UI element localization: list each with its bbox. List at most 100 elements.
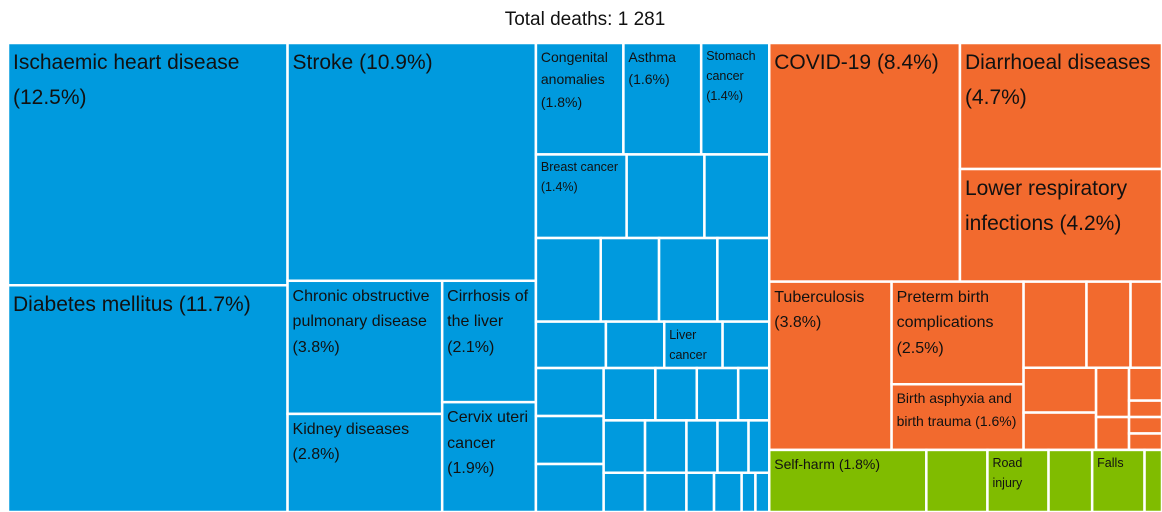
treemap-cell (1022, 280, 1088, 369)
category-label: Preterm birth complications (896, 288, 994, 332)
treemap-cell (534, 366, 605, 418)
cell-label-text: Diarrhoeal diseases (4.7%) (960, 43, 1162, 169)
cell-label: Tuberculosis (3.8%) (769, 282, 891, 450)
treemap-cell (1047, 448, 1094, 512)
cell-label: Preterm birth complications (2.5%) (896, 288, 994, 357)
category-label: Road injury (992, 455, 1023, 490)
treemap-cell (703, 153, 771, 240)
value-label: (2.1%) (447, 338, 495, 356)
category-label: Congenital anomalies (540, 49, 608, 88)
chart-title: Total deaths: 1 281 (505, 9, 666, 30)
cell-label: Kidney diseases (2.8%) (288, 414, 443, 512)
cell-label-text: Congenital anomalies (1.8%) (536, 43, 624, 154)
treemap-cell (890, 280, 1025, 386)
treemap-cell (958, 167, 1162, 283)
category-label: Stroke (292, 51, 354, 74)
value-label: (1.8%) (838, 455, 881, 472)
category-label: Self-harm (774, 455, 835, 472)
cell-label: Falls (1097, 456, 1123, 470)
category-label: Ischaemic heart disease (13, 51, 240, 74)
cell-label: Stroke (10.9%) (288, 43, 536, 281)
treemap-cell (716, 236, 771, 323)
category-label: Chronic obstructive pulmonary disease (292, 287, 430, 331)
treemap-cell (1022, 366, 1098, 414)
treemap-cell (986, 448, 1050, 512)
treemap-cell (599, 236, 661, 323)
cell-label-text: Asthma (1.6%) (623, 43, 701, 154)
treemap-cell (925, 448, 989, 512)
cell-label-text: Diabetes mellitus (11.7%) (8, 285, 288, 512)
category-label: Diarrhoeal diseases (964, 51, 1151, 74)
treemap-cell (1094, 415, 1131, 452)
cell-label: Diarrhoeal diseases (4.7%) (960, 43, 1162, 169)
cell-label-text: Birth asphyxia and birth trauma (1.6%) (892, 384, 1024, 450)
cell-label: Breast cancer (1.4%) (536, 154, 627, 238)
treemap-cell (958, 41, 1162, 171)
value-label: (8.4%) (876, 51, 939, 74)
cell-label: Chronic obstructive pulmonary disease (3… (292, 287, 430, 356)
category-label: Lower respiratory infections (964, 177, 1128, 235)
cell-label-text: Liver cancer (664, 322, 722, 368)
cell-label-text: Ischaemic heart disease (12.5%) (8, 43, 288, 285)
cell-label-text: Tuberculosis (3.8%) (769, 282, 891, 450)
category-label: Cervix uteri cancer (447, 409, 529, 452)
cell-label: Stomach cancer (1.4%) (701, 43, 769, 154)
cell-label: Ischaemic heart disease (12.5%) (8, 43, 288, 285)
treemap-cell (712, 471, 743, 512)
treemap-cell (643, 471, 688, 512)
treemap-cell (534, 414, 605, 466)
value-label: (1.6%) (975, 412, 1017, 429)
treemap-cell (685, 419, 719, 474)
treemap-cell (602, 419, 647, 474)
treemap-cell (604, 320, 666, 370)
treemap-cell (736, 366, 771, 422)
treemap-cell (716, 419, 750, 474)
category-label: Asthma (628, 49, 676, 65)
value-label: (4.2%) (1059, 211, 1122, 235)
cell-label: Cervix uteri cancer (1.9%) (442, 402, 536, 512)
value-label: (3.8%) (774, 314, 822, 332)
cell-label: Self-harm (1.8%) (774, 455, 881, 472)
cell-label-text: Stomach cancer (1.4%) (701, 43, 769, 154)
treemap-cell (6, 41, 289, 287)
cell-label: COVID-19 (8.4%) (774, 51, 939, 74)
cell-label-text: Kidney diseases (2.8%) (288, 414, 443, 512)
value-label: (1.4%) (540, 180, 578, 195)
treemap-cell (657, 236, 719, 323)
treemap-cell (754, 471, 771, 512)
cell-label-text: Breast cancer (1.4%) (536, 154, 627, 238)
cell-label-text: Cervix uteri cancer (1.9%) (442, 402, 536, 512)
cell-label-text: Cirrhosis of the liver (2.1%) (442, 281, 536, 402)
treemap-cell (654, 366, 699, 422)
treemap-cell (1127, 366, 1162, 402)
treemap-cell (534, 320, 608, 370)
treemap-cell (534, 236, 602, 323)
category-label: Kidney diseases (292, 420, 410, 438)
treemap-cell (1127, 399, 1162, 419)
treemap-cell (890, 383, 1025, 452)
value-label: (2.5%) (896, 339, 944, 357)
category-label: COVID-19 (774, 51, 872, 74)
treemap-cell (662, 320, 724, 370)
treemap-cell (286, 412, 444, 512)
treemap-cell (643, 419, 688, 474)
category-label: Liver cancer (669, 327, 707, 362)
cell-label: Asthma (1.6%) (623, 43, 701, 154)
cell-label-text: Road injury (987, 450, 1048, 512)
treemap-cell (1143, 448, 1162, 512)
cell-label: Liver cancer (664, 322, 722, 368)
cell-label: Cirrhosis of the liver (2.1%) (442, 281, 536, 402)
value-label: (1.9%) (447, 460, 495, 478)
cell-label-text: Stroke (10.9%) (288, 43, 536, 281)
value-label: (1.4%) (706, 89, 744, 103)
category-label: Cirrhosis of the liver (447, 287, 529, 331)
value-label: (1.6%) (628, 71, 670, 88)
treemap-cell (1094, 366, 1131, 419)
value-label: (12.5%) (13, 85, 87, 109)
cell-label-text: Lower respiratory infections (4.2%) (960, 169, 1162, 282)
value-label: (2.8%) (292, 446, 340, 464)
treemap-cell (6, 284, 289, 512)
value-label: (3.8%) (292, 338, 340, 356)
treemap-cell (286, 279, 444, 416)
